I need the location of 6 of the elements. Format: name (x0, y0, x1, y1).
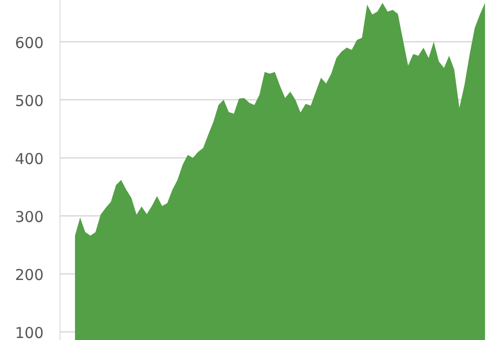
y-tick-label: 400 (15, 150, 44, 168)
y-tick-label: 100 (15, 324, 44, 340)
y-tick-label: 500 (15, 92, 44, 110)
y-tick-label: 200 (15, 266, 44, 284)
y-tick-label: 300 (15, 208, 44, 226)
y-tick-label: 600 (15, 34, 44, 52)
